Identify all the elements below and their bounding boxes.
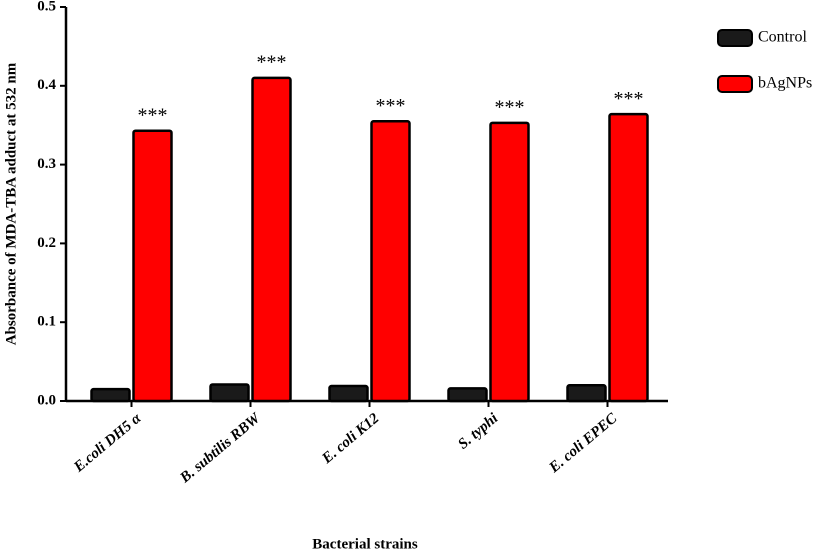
x-tick-label: B. subtilis RBW: [177, 409, 265, 486]
bar: [566, 383, 607, 403]
x-tick-label: E. coli K12: [319, 410, 383, 467]
legend-label: bAgNPs: [758, 75, 812, 92]
legend-label: Control: [758, 29, 807, 46]
y-tick-label: 0.0: [37, 392, 56, 408]
bar: [489, 121, 530, 403]
x-axis-title: Bacterial strains: [312, 536, 418, 552]
x-tick-label: E. coli EPEC: [546, 410, 621, 477]
bar: [90, 387, 131, 403]
x-tick-label: E.coli DH5 α: [70, 410, 144, 476]
y-tick-label: 0.3: [37, 156, 56, 172]
significance-label: ***: [257, 52, 287, 74]
bar: [209, 383, 250, 403]
significance-label: ***: [376, 95, 406, 117]
bar: [328, 384, 369, 403]
x-tick-label: S. typhi: [455, 410, 502, 453]
significance-label: ***: [495, 96, 525, 118]
y-tick-label: 0.1: [37, 314, 56, 330]
bar: [370, 120, 411, 403]
bar: [251, 76, 292, 403]
bar: [608, 112, 649, 403]
legend-swatch: [717, 75, 753, 93]
y-tick-label: 0.2: [37, 235, 56, 251]
y-axis-title: Absorbance of MDA-TBA adduct at 532 nm: [3, 62, 19, 345]
y-tick-label: 0.4: [37, 77, 56, 93]
significance-label: ***: [614, 88, 644, 110]
significance-label: ***: [138, 104, 168, 126]
bar: [132, 129, 173, 403]
legend-swatch: [717, 29, 753, 47]
bar: [447, 387, 488, 403]
y-tick-label: 0.5: [37, 0, 56, 14]
